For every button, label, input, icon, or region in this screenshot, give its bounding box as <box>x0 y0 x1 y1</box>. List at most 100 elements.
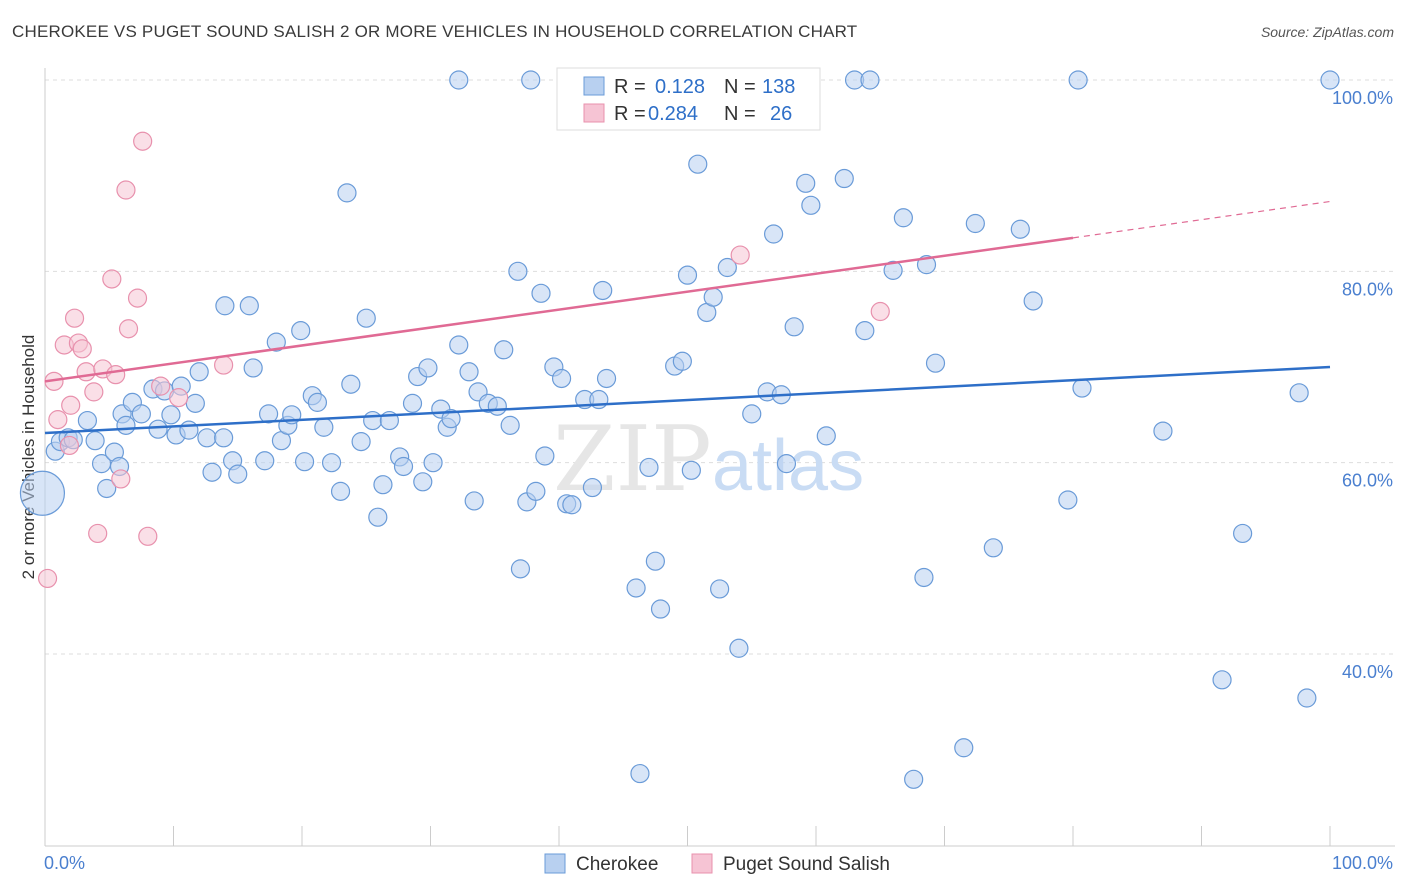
stats-swatch-cherokee <box>583 76 605 96</box>
cherokee-point-136 <box>521 70 541 90</box>
salish-point-5 <box>61 395 81 415</box>
cherokee-point-49 <box>363 410 383 431</box>
cherokee-point-94 <box>681 460 701 480</box>
cherokee-point-29 <box>215 296 235 316</box>
legend-swatch-cherokee <box>544 853 566 874</box>
cherokee-point-58 <box>418 358 438 378</box>
salish-point-4 <box>59 435 80 456</box>
watermark: ZIP atlas <box>553 407 864 512</box>
cherokee-point-99 <box>717 257 737 278</box>
cherokee-point-18 <box>161 405 181 425</box>
cherokee-point-12 <box>116 415 136 435</box>
y-tick-label-40: 40.0% <box>1342 662 1393 682</box>
cherokee-point-41 <box>307 392 328 412</box>
cherokee-point-76 <box>535 446 555 466</box>
cherokee-point-78 <box>551 368 572 389</box>
salish-point-16 <box>116 180 136 200</box>
legend-label-salish: Puget Sound Salish <box>723 854 890 875</box>
cherokee-point-50 <box>368 507 388 527</box>
watermark-zip: ZIP <box>553 407 712 512</box>
cherokee-point-26 <box>214 428 234 448</box>
salish-point-2 <box>48 410 68 430</box>
cherokee-point-63 <box>449 335 469 355</box>
cherokee-point-105 <box>776 454 797 474</box>
salish-point-25 <box>870 301 890 322</box>
cherokee-point-129 <box>1212 670 1232 690</box>
stats-n-value-cherokee: 138 <box>762 76 795 98</box>
cherokee-point-106 <box>784 317 804 337</box>
trend-line-salish-extension <box>1072 200 1331 239</box>
trend-line-salish <box>44 236 1074 383</box>
x-ticks <box>173 826 1331 846</box>
salish-point-19 <box>133 131 153 151</box>
x-tick-label-max: 100.0% <box>1332 853 1393 873</box>
cherokee-point-28 <box>228 464 248 484</box>
stats-n-value-salish: 26 <box>770 103 792 125</box>
cherokee-point-68 <box>487 396 507 416</box>
cherokee-point-46 <box>341 374 361 394</box>
cherokee-point-33 <box>258 404 279 424</box>
cherokee-point-95 <box>688 154 708 174</box>
cherokee-point-22 <box>185 393 205 413</box>
cherokee-point-133 <box>1320 70 1340 90</box>
cherokee-point-101 <box>742 404 762 424</box>
source-label: Source: ZipAtlas.com <box>1260 24 1394 40</box>
cherokee-point-132 <box>1297 688 1317 708</box>
salish-point-17 <box>118 319 139 339</box>
x-tick-label-min: 0.0% <box>44 853 85 873</box>
cherokee-point-131 <box>1289 383 1309 403</box>
salish-point-13 <box>102 269 122 289</box>
cherokee-point-88 <box>639 457 659 478</box>
cherokee-point-103 <box>763 224 784 244</box>
cherokee-point-117 <box>914 567 934 588</box>
salish-point-11 <box>88 523 108 544</box>
cherokee-point-69 <box>494 340 514 360</box>
cherokee-point-113 <box>860 70 880 90</box>
cherokee-point-30 <box>239 296 259 316</box>
salish-point-15 <box>111 469 131 489</box>
salish-point-0 <box>37 568 58 589</box>
cherokee-point-34 <box>266 332 286 352</box>
y-axis-title: 2 or more Vehicles in Household <box>19 335 38 580</box>
cherokee-point-121 <box>965 213 985 234</box>
cherokee-point-32 <box>255 451 275 471</box>
cherokee-point-21 <box>179 420 199 440</box>
cherokee-point-57 <box>413 472 433 492</box>
cherokee-point-93 <box>677 265 698 285</box>
cherokee-point-0 <box>19 470 66 516</box>
cherokee-point-125 <box>1058 490 1078 510</box>
stats-r-value-salish: 0.284 <box>648 103 698 125</box>
cherokee-point-65 <box>464 491 484 511</box>
salish-point-24 <box>730 245 750 265</box>
cherokee-point-74 <box>526 481 546 501</box>
salish-point-23 <box>214 355 234 375</box>
cherokee-point-122 <box>983 538 1003 558</box>
cherokee-point-80 <box>562 495 582 515</box>
cherokee-point-55 <box>402 393 423 413</box>
cherokee-point-62 <box>441 409 461 429</box>
stats-legend: R = 0.128 N = 138 R = 0.284 N = 26 <box>556 67 821 131</box>
y-tick-labels: 40.0% 60.0% 80.0% 100.0% <box>1332 88 1393 682</box>
y-tick-label-80: 80.0% <box>1342 279 1393 299</box>
cherokee-point-64 <box>459 362 479 382</box>
cherokee-point-98 <box>710 579 730 599</box>
salish-point-22 <box>169 388 189 408</box>
cherokee-point-51 <box>373 475 393 495</box>
cherokee-point-115 <box>893 208 913 228</box>
cherokee-point-124 <box>1023 291 1043 311</box>
cherokee-point-75 <box>531 283 551 303</box>
cherokee-point-126 <box>1068 70 1088 90</box>
cherokee-point-5 <box>77 410 98 431</box>
cherokee-point-90 <box>650 599 671 619</box>
trend-line-cherokee <box>44 365 1331 435</box>
cherokee-point-25 <box>202 462 222 482</box>
stats-n-label-salish: N = <box>724 103 756 125</box>
cherokee-point-107 <box>796 173 816 193</box>
y-tick-label-100: 100.0% <box>1332 88 1393 108</box>
cherokee-point-16 <box>148 419 168 439</box>
stats-r-label-cherokee: R = <box>614 76 646 98</box>
cherokee-point-82 <box>582 477 603 498</box>
stats-n-label-cherokee: N = <box>724 76 756 98</box>
cherokee-point-39 <box>294 452 315 472</box>
